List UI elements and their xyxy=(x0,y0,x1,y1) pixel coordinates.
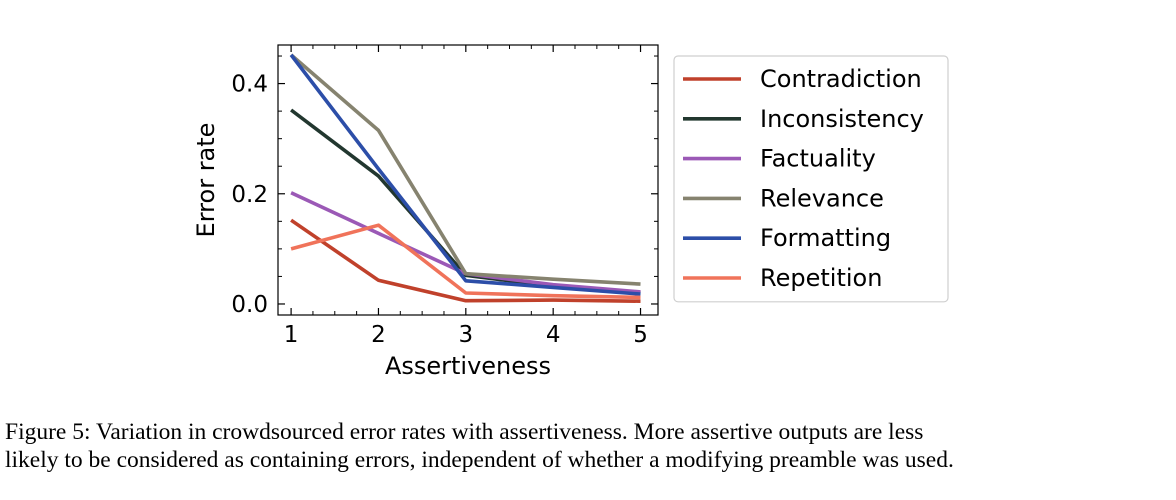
legend: Contradiction Inconsistency Factuality Rele… xyxy=(673,55,949,303)
legend-label-relevance: Relevance xyxy=(760,184,884,212)
y-tick-label: 0.2 xyxy=(231,182,268,208)
x-axis-label: Assertiveness xyxy=(385,352,551,380)
legend-label-formatting: Formatting xyxy=(760,224,891,252)
legend-label-contradiction: Contradiction xyxy=(760,65,922,93)
y-tick-label: 0.4 xyxy=(231,72,268,98)
series-line-formatting xyxy=(289,53,641,296)
x-tick-label: 3 xyxy=(458,322,473,348)
chart: 1 2 3 4 5 0.0 0.2 0.4 Assertiveness Error rate Co… xyxy=(192,44,949,380)
figure-caption: Figure 5: Variation in crowdsourced erro… xyxy=(5,418,1165,474)
caption-line-2: likely to be considered as containing er… xyxy=(5,447,954,473)
y-tick-label: 0.0 xyxy=(231,292,268,318)
legend-frame xyxy=(673,55,949,303)
legend-label-repetition: Repetition xyxy=(760,264,882,292)
x-tick-label: 4 xyxy=(546,322,561,348)
series-line-repetition xyxy=(290,223,641,300)
caption-line-1: Figure 5: Variation in crowdsourced erro… xyxy=(5,419,924,445)
plot-area: 1 2 3 4 5 0.0 0.2 0.4 Assertiveness Error rate xyxy=(192,44,659,380)
axes-frame xyxy=(277,44,659,316)
x-tick-label: 2 xyxy=(371,322,386,348)
series-line-relevance xyxy=(289,53,641,286)
series-line-contradiction xyxy=(290,218,641,303)
legend-label-factuality: Factuality xyxy=(760,145,876,173)
y-axis-label: Error rate xyxy=(192,123,220,238)
legend-label-inconsistency: Inconsistency xyxy=(760,105,924,133)
x-tick-label: 5 xyxy=(633,322,648,348)
series-line-inconsistency xyxy=(290,108,641,295)
x-tick-label: 1 xyxy=(284,322,299,348)
